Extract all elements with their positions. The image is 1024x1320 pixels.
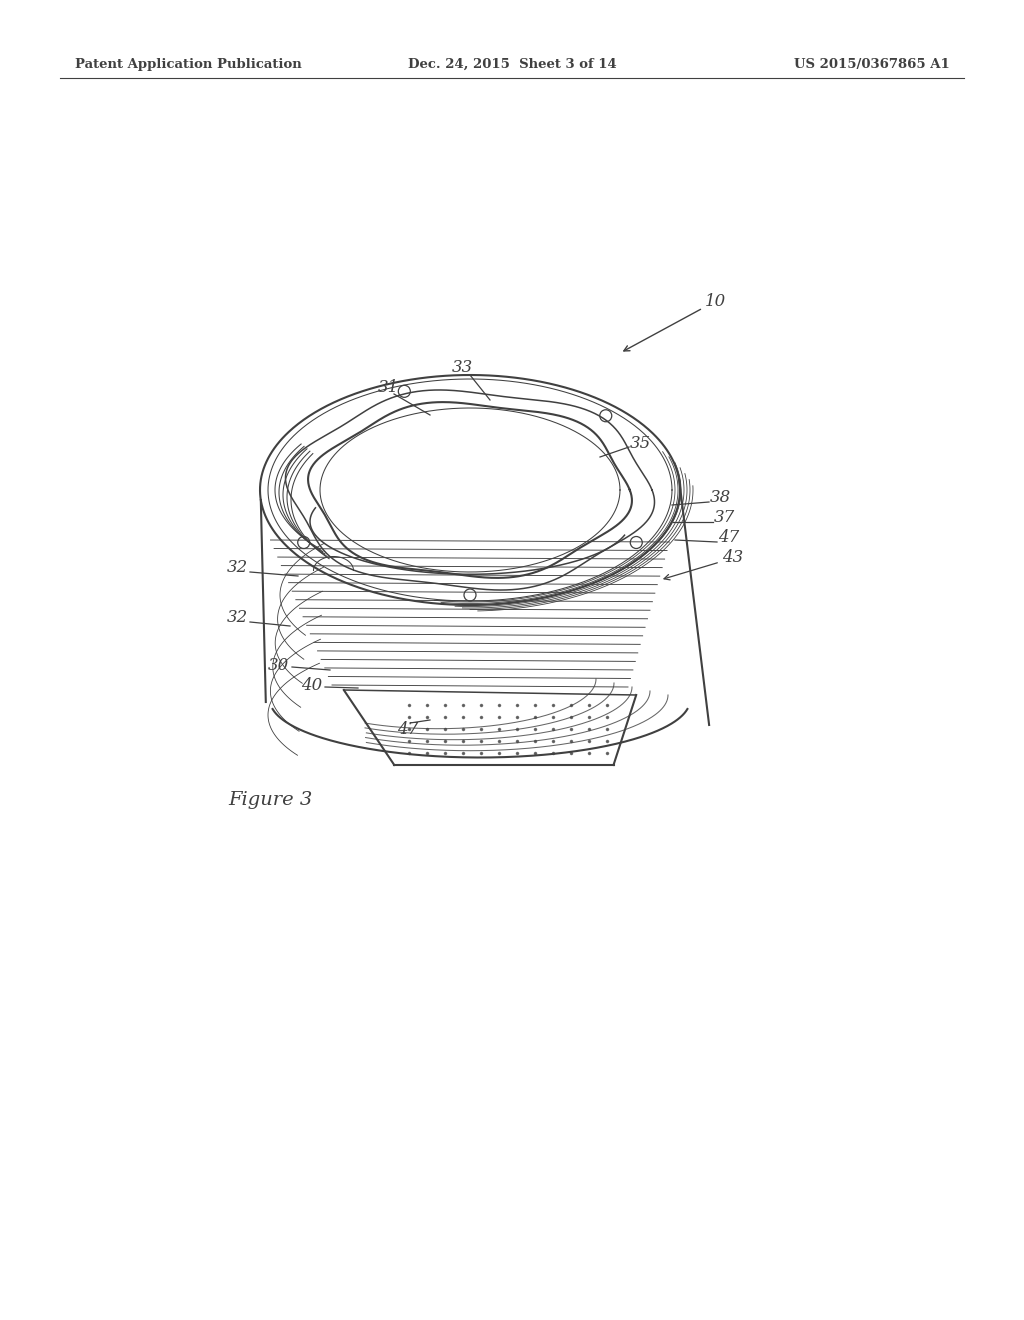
- Text: 35: 35: [630, 434, 651, 451]
- Text: US 2015/0367865 A1: US 2015/0367865 A1: [795, 58, 950, 71]
- Text: 31: 31: [378, 380, 398, 396]
- Text: 40: 40: [301, 676, 323, 693]
- Text: Patent Application Publication: Patent Application Publication: [75, 58, 302, 71]
- Text: 43: 43: [722, 549, 743, 566]
- Text: 47: 47: [397, 722, 419, 738]
- Text: 33: 33: [452, 359, 473, 376]
- Text: 32: 32: [226, 560, 248, 577]
- Text: 38: 38: [710, 490, 731, 507]
- Text: Figure 3: Figure 3: [228, 791, 312, 809]
- Text: Dec. 24, 2015  Sheet 3 of 14: Dec. 24, 2015 Sheet 3 of 14: [408, 58, 616, 71]
- Text: 30: 30: [267, 656, 289, 673]
- Text: 10: 10: [705, 293, 726, 310]
- Text: 37: 37: [714, 510, 735, 527]
- Text: 47: 47: [718, 529, 739, 546]
- Text: 32: 32: [226, 610, 248, 627]
